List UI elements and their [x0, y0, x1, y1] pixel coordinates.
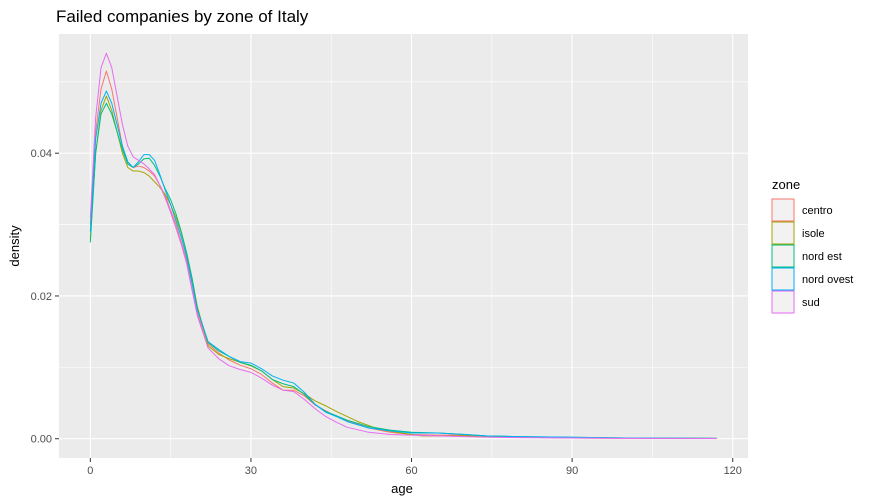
x-tick-label: 30 [245, 465, 257, 477]
series-layer [89, 52, 717, 440]
legend-key-isole [771, 221, 795, 245]
x-tick-label: 60 [405, 465, 417, 477]
series-line-sud [89, 52, 717, 440]
plot-panel [59, 34, 748, 458]
legend-label-nord-ovest: nord ovest [802, 274, 853, 286]
x-tick-label: 0 [87, 465, 93, 477]
legend-label-sud: sud [802, 297, 820, 309]
x-tick-labels: 0 30 60 90 120 [87, 465, 742, 477]
x-tick-label: 120 [724, 465, 742, 477]
y-tick-label: 0.00 [31, 434, 52, 446]
legend-key-nord-est [771, 244, 795, 268]
legend-key-nord-ovest [771, 267, 795, 291]
x-axis-title: age [391, 481, 413, 496]
y-tick-label: 0.02 [31, 291, 52, 303]
legend-key-sud [771, 290, 795, 314]
x-tick-label: 90 [566, 465, 578, 477]
legend-label-centro: centro [802, 205, 833, 217]
series-line-nord-est [89, 102, 717, 439]
chart-title: Failed companies by zone of Italy [56, 7, 309, 26]
axis-ticks [55, 152, 734, 462]
legend-label-isole: isole [802, 228, 825, 240]
y-tick-labels: 0.00 0.02 0.04 [31, 148, 52, 446]
legend-key-centro [771, 198, 795, 222]
y-axis-title: density [7, 225, 22, 267]
legend: zone centro isole nord est nord ovest sud [771, 177, 853, 314]
series-line-nord-ovest [89, 90, 717, 439]
legend-title: zone [772, 177, 800, 192]
minor-gridlines [59, 34, 748, 458]
legend-label-nord-est: nord est [802, 251, 842, 263]
y-tick-label: 0.04 [31, 148, 52, 160]
